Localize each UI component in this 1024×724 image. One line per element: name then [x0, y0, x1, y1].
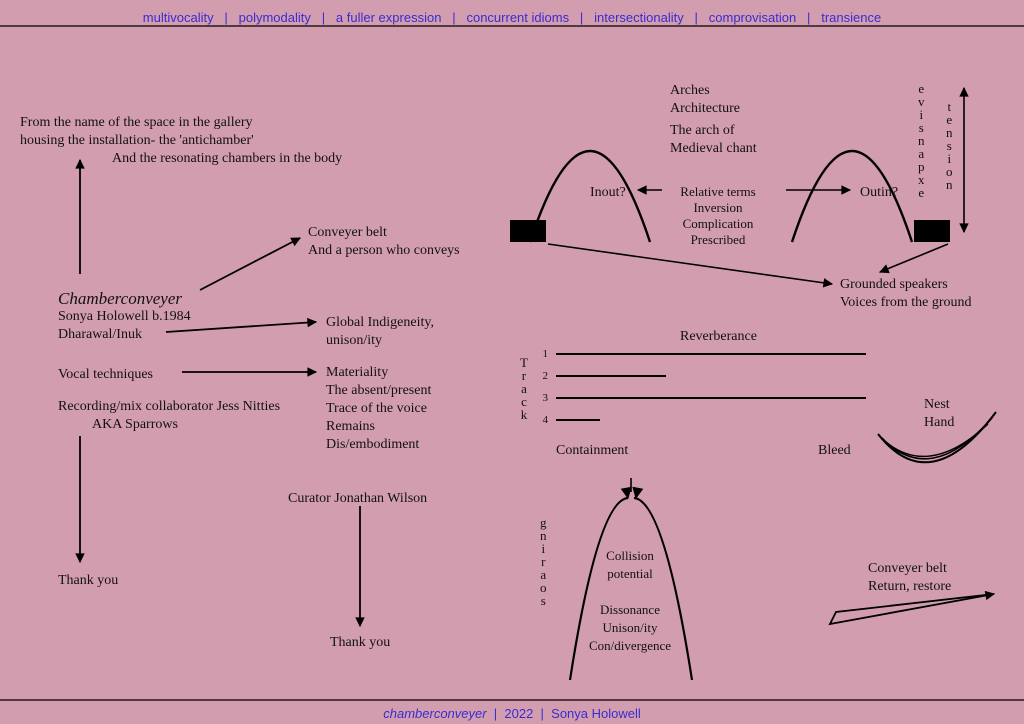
vertical-track: Track [520, 356, 528, 421]
conveyer-belt-1: Conveyer belt [308, 224, 387, 242]
curator: Curator Jonathan Wilson [288, 490, 427, 508]
collision-3: Dissonance [600, 602, 660, 618]
collision-0: Collision [606, 548, 654, 564]
vertical-soaring: gniraos [540, 516, 547, 607]
artist: Sonya Holowell b.1984 [58, 308, 191, 326]
svg-text:4: 4 [543, 414, 549, 426]
svg-text:1: 1 [543, 348, 549, 360]
reverberance: Reverberance [680, 328, 757, 346]
grounded-1: Grounded speakers [840, 276, 948, 294]
heritage: Dharawal/Inuk [58, 326, 142, 344]
aka: AKA Sparrows [92, 416, 178, 434]
arches-2: Architecture [670, 100, 740, 118]
hand: Hand [924, 414, 954, 432]
materiality-0: Materiality [326, 364, 388, 382]
bleed: Bleed [818, 442, 851, 460]
grounded-2: Voices from the ground [840, 294, 972, 312]
intro-line2: housing the installation- the 'antichamb… [20, 132, 254, 150]
center-0: Relative terms [680, 184, 755, 200]
chant-2: Medieval chant [670, 140, 757, 158]
center-1: Inversion [693, 200, 742, 216]
collision-4: Unison/ity [603, 620, 658, 636]
footer: chamberconveyer | 2022 | Sonya Holowell [383, 706, 641, 722]
collision-1: potential [607, 566, 653, 582]
thank-you-2: Thank you [330, 634, 390, 652]
vertical-expansive: evisnapxe [918, 82, 925, 199]
containment: Containment [556, 442, 628, 460]
conveyer-right-1: Conveyer belt [868, 560, 947, 578]
vertical-tension: tension [946, 100, 953, 191]
conveyer-right-2: Return, restore [868, 578, 951, 596]
chant-1: The arch of [670, 122, 735, 140]
center-3: Prescribed [691, 232, 746, 248]
svg-text:2: 2 [543, 370, 549, 382]
collision-5: Con/divergence [589, 638, 671, 654]
work-title: Chamberconveyer [58, 288, 182, 309]
materiality-1: The absent/present [326, 382, 431, 400]
materiality-3: Remains [326, 418, 375, 436]
materiality-4: Dis/embodiment [326, 436, 419, 454]
center-2: Complication [683, 216, 754, 232]
outin: Outin? [860, 184, 898, 202]
resonating: And the resonating chambers in the body [112, 150, 342, 168]
materiality-2: Trace of the voice [326, 400, 427, 418]
collaborator: Recording/mix collaborator Jess Nitties [58, 398, 280, 416]
global-1: Global Indigeneity, [326, 314, 434, 332]
intro-line1: From the name of the space in the galler… [20, 114, 252, 132]
arches-1: Arches [670, 82, 710, 100]
vocal-techniques: Vocal techniques [58, 366, 153, 384]
inout: Inout? [590, 184, 626, 202]
diagram-layer: 1 2 3 4 [0, 0, 1024, 724]
top-nav: multivocality | polymodality | a fuller … [143, 10, 881, 26]
conveyer-belt-2: And a person who conveys [308, 242, 460, 260]
thank-you-1: Thank you [58, 572, 118, 590]
global-2: unison/ity [326, 332, 382, 350]
nest: Nest [924, 396, 950, 414]
svg-text:3: 3 [543, 392, 549, 404]
